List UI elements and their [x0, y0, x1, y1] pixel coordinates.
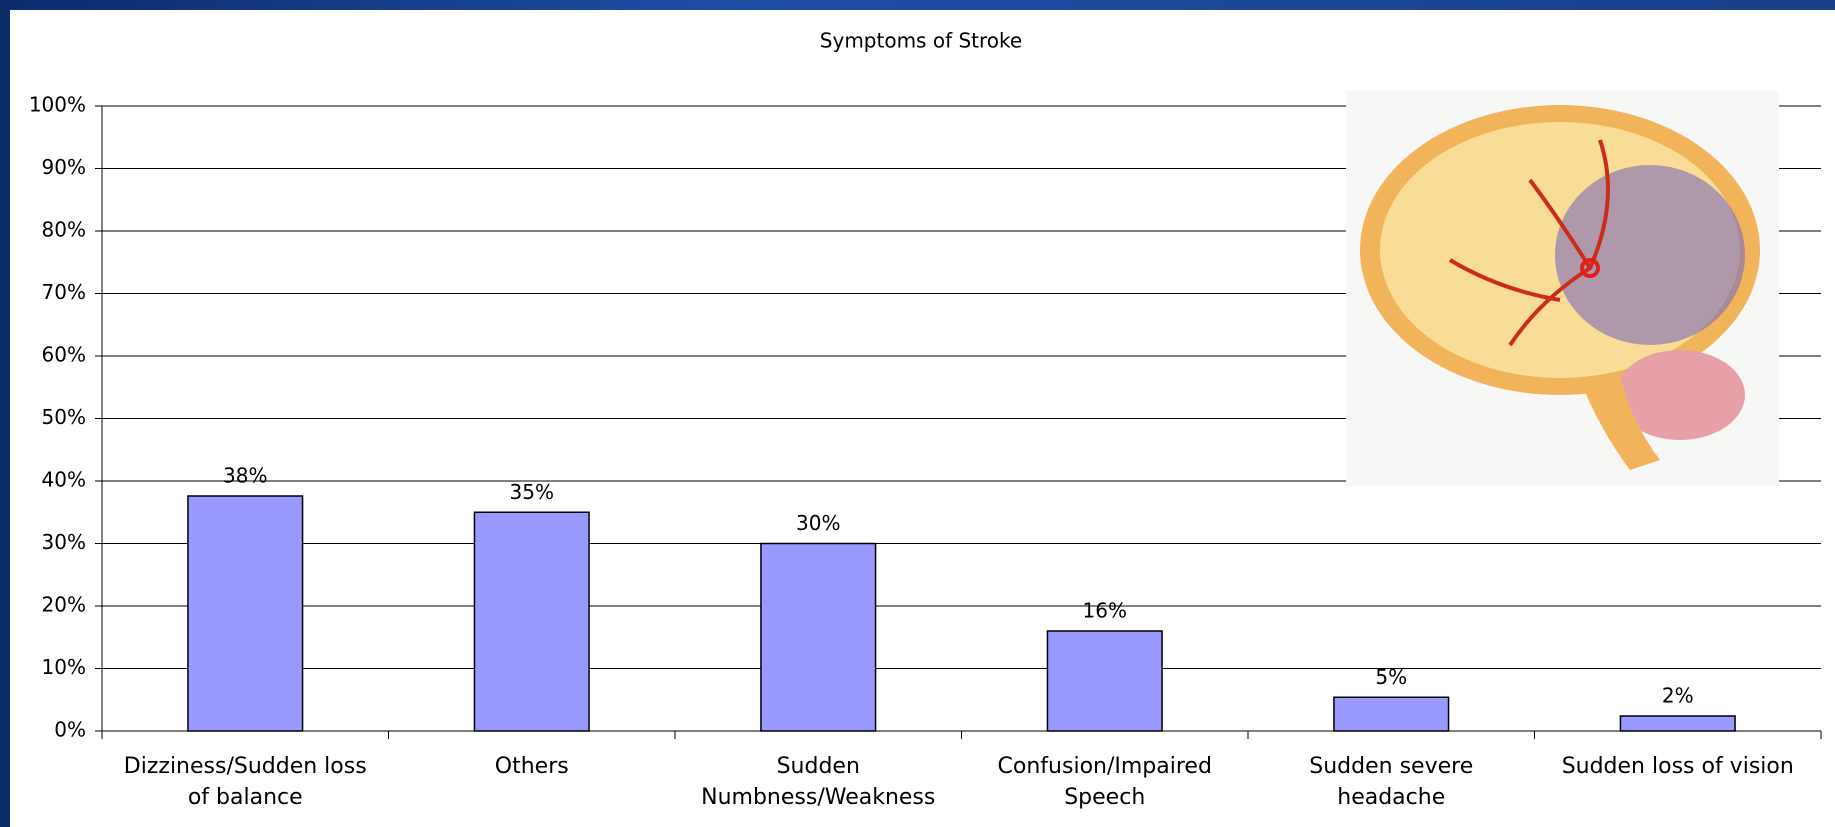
bar	[1333, 696, 1450, 732]
bar	[187, 495, 304, 732]
data-label: 16%	[1083, 599, 1127, 623]
data-label: 35%	[510, 480, 554, 504]
y-tick-label: 90%	[42, 155, 86, 179]
data-label: 38%	[223, 464, 267, 488]
x-tick-label: Sudden Numbness/Weakness	[701, 754, 936, 810]
data-label: 30%	[796, 511, 840, 535]
bar	[473, 511, 590, 732]
bar	[760, 542, 877, 732]
brain-illustration	[1346, 91, 1779, 486]
x-tick-label: Sudden severe headache	[1309, 754, 1474, 810]
data-label: 5%	[1375, 665, 1407, 689]
chart-title: Symptoms of Stroke	[820, 29, 1022, 53]
y-tick-label: 70%	[42, 280, 86, 304]
bar	[1046, 630, 1163, 732]
bar	[1619, 715, 1736, 732]
y-tick-label: 60%	[42, 343, 86, 367]
y-tick-label: 80%	[42, 218, 86, 242]
y-tick-label: 100%	[29, 93, 86, 117]
y-tick-label: 40%	[42, 468, 86, 492]
y-tick-label: 20%	[42, 593, 86, 617]
y-tick-label: 30%	[42, 530, 86, 554]
data-label: 2%	[1662, 684, 1694, 708]
x-tick-label: Others	[494, 754, 569, 779]
y-tick-label: 0%	[54, 718, 86, 742]
x-tick-label: Confusion/Impaired Speech	[997, 754, 1212, 810]
x-tick-label: Dizziness/Sudden loss of balance	[123, 754, 367, 810]
x-tick-label: Sudden loss of vision	[1561, 754, 1794, 779]
y-tick-label: 10%	[42, 655, 86, 679]
y-tick-label: 50%	[42, 405, 86, 429]
